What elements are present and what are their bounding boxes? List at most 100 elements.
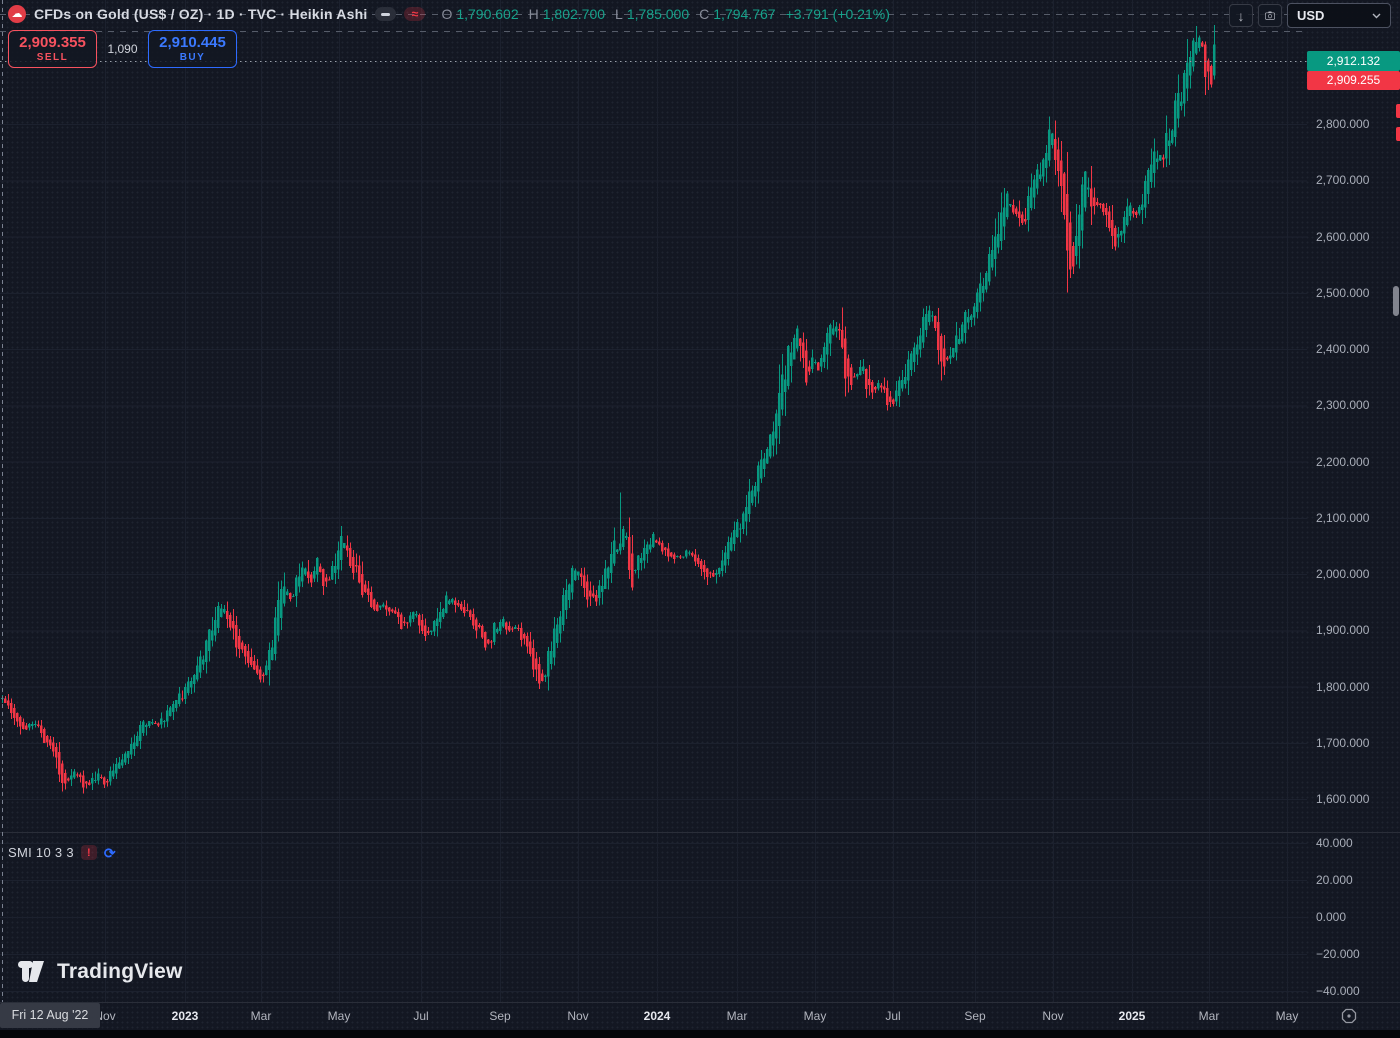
time-axis-label[interactable]: 2025 [1118,1009,1146,1023]
currency-select[interactable]: USD [1287,3,1391,28]
candle-body [238,636,241,650]
sell-button[interactable]: 2,909.355 SELL [8,30,97,68]
candle-body [427,630,430,634]
candle-body [592,593,595,597]
candle-body [346,545,349,551]
time-axis-label[interactable]: Mar [726,1009,748,1023]
candle-body [355,564,358,567]
price-scale-label: 2,700.000 [1316,173,1370,187]
eye-icon[interactable] [375,7,397,21]
candle-body [400,614,403,629]
time-axis-label[interactable]: Mar [250,1009,272,1023]
candle-body [769,434,772,457]
candle-body [970,315,973,320]
time-axis-label[interactable]: May [803,1009,827,1023]
candle-body [1027,195,1030,221]
price-scale-label: 2,500.000 [1316,286,1370,300]
candle-body [316,558,319,575]
candle-body [421,620,424,632]
time-axis-label[interactable]: Nov [567,1009,589,1023]
error-icon[interactable]: ! [80,845,97,860]
chart-plot-area[interactable] [0,0,1400,1002]
ask-price-tag: 2,912.132 [1307,51,1400,71]
candle-body [430,630,433,632]
candle-body [1087,187,1090,190]
price-scale-label: 2,000.000 [1316,567,1370,581]
snapshot-button[interactable] [1258,4,1282,27]
candle-body [874,387,877,390]
time-axis[interactable]: Nov 2023 Mar May Jul Sep Nov 2024 Mar May Jul Sep No… [0,1002,1400,1031]
candle-body [640,557,643,563]
arrow-down-button[interactable]: ↓ [1229,4,1253,27]
candle-body [775,413,778,439]
candle-body [811,357,814,369]
candle-body [1213,44,1216,76]
candle-body [700,560,703,569]
sync-error-icon[interactable]: ≈ [404,7,426,21]
candle-body [1192,40,1195,67]
low-label: L [615,6,623,22]
price-scale[interactable]: 2,800.000 2,700.000 2,600.000 2,500.000 2,40… [1307,0,1400,1002]
low-value: 1,785.000 [626,6,690,22]
candle-body [985,273,988,290]
candle-body [322,569,325,587]
candle-body [748,491,751,515]
candle-body [598,585,601,599]
symbol-title[interactable]: CFDs on Gold (US$ / OZ) · 1D · TVC · Hei… [34,6,368,22]
candle-body [1189,57,1192,76]
price-scale-label: 2,100.000 [1316,511,1370,525]
candle-body [115,764,118,774]
candle-body [1132,210,1135,214]
candle-body [868,378,871,385]
candle-body [715,572,718,575]
time-axis-label[interactable]: Sep [489,1009,511,1023]
time-axis-label[interactable]: Jul [413,1009,429,1023]
candle-body [709,572,712,574]
high-label: H [528,6,539,22]
indicator-title[interactable]: SMI 10 3 3 [8,845,74,860]
candle-body [532,647,535,670]
candle-body [1018,211,1021,218]
candle-body [871,381,874,393]
time-axis-label[interactable]: May [1275,1009,1299,1023]
candle-body [727,541,730,560]
candle-body [973,306,976,318]
candle-body [1078,214,1081,246]
reload-icon[interactable]: ⟳ [103,844,116,861]
candle-body [169,707,172,716]
time-axis-label[interactable]: Nov [1042,1009,1064,1023]
time-axis-label[interactable]: Mar [1198,1009,1220,1023]
candle-body [823,347,826,363]
buy-button[interactable]: 2,910.445 BUY [148,30,237,68]
candle-body [103,777,106,785]
candle-body [541,673,544,681]
scrollbar-thumb[interactable] [1393,286,1399,316]
time-axis-label[interactable]: 2024 [643,1009,671,1023]
candle-body [1042,159,1045,177]
candle-body [1174,100,1177,137]
time-axis-label[interactable]: Sep [964,1009,986,1023]
time-axis-label[interactable]: 2023 [171,1009,199,1023]
candle-body [952,348,955,358]
time-axis-label[interactable]: May [327,1009,351,1023]
candle-body [787,346,790,386]
candle-body [1111,219,1114,237]
candle-body [184,686,187,700]
candle-body [610,554,613,574]
candle-body [652,534,655,547]
candle-body [37,724,40,726]
candle-body [1021,214,1024,223]
candle-body [1183,73,1186,104]
candle-body [232,621,235,629]
candle-body [1003,207,1006,227]
gear-icon[interactable] [1341,1008,1357,1024]
candle-body [223,608,226,613]
candle-body [619,543,622,551]
candle-body [763,458,766,470]
candle-body [13,708,16,719]
candle-body [862,366,865,372]
symbol-logo-icon[interactable]: ☁ [8,5,26,23]
time-axis-label[interactable]: Jul [885,1009,901,1023]
candle-body [751,490,754,503]
candle-body [229,614,232,628]
